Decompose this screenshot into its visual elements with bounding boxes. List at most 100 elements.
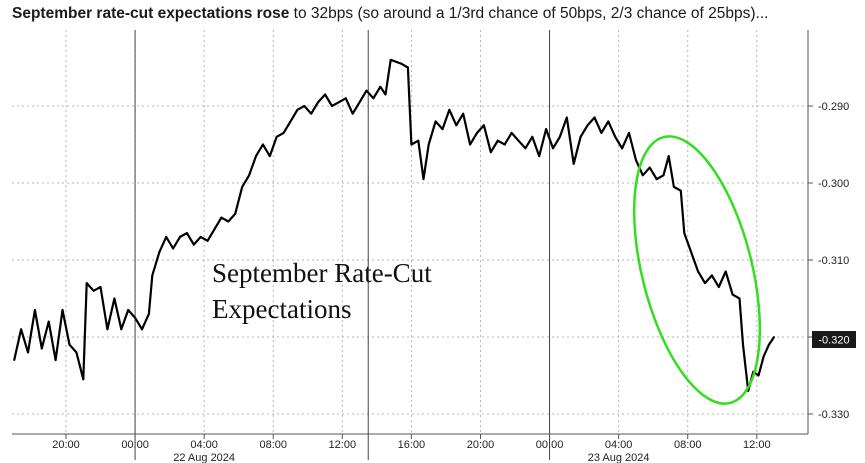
data-point: [648, 166, 651, 169]
data-point: [572, 162, 575, 165]
data-point: [389, 58, 392, 61]
data-point: [579, 135, 582, 138]
data-point: [531, 135, 534, 138]
data-point: [165, 236, 168, 238]
data-point: [641, 174, 644, 177]
data-point: [690, 251, 693, 254]
data-point: [448, 108, 451, 111]
data-point: [496, 139, 499, 142]
data-point: [351, 112, 354, 115]
data-point: [282, 132, 285, 134]
data-point: [34, 309, 36, 311]
x-tick-label: 08:00: [674, 439, 702, 451]
data-point: [738, 297, 741, 300]
headline-bold: September rate-cut expectations rose: [12, 5, 290, 22]
data-point: [151, 274, 154, 277]
day-dividers: [134, 30, 551, 460]
data-point: [372, 97, 375, 100]
data-point: [697, 270, 699, 273]
data-point: [757, 374, 760, 377]
data-point: [600, 132, 603, 134]
y-tick-label: -0.300: [818, 178, 849, 190]
series-line: [13, 58, 776, 392]
x-tick-label: 04:00: [605, 439, 633, 451]
data-point: [704, 282, 706, 284]
x-tick-label: 00:00: [121, 439, 149, 451]
data-point: [289, 120, 292, 123]
data-point: [158, 251, 161, 254]
data-point: [621, 147, 623, 150]
y-tick-label: -0.310: [818, 255, 849, 267]
data-point: [379, 85, 382, 88]
highlight-ellipse: [632, 135, 762, 405]
data-point: [75, 351, 78, 354]
data-point: [331, 105, 333, 107]
data-point: [767, 343, 770, 346]
data-point: [517, 139, 520, 142]
data-point: [54, 359, 57, 361]
data-point: [773, 336, 775, 338]
data-point: [710, 274, 713, 277]
data-point: [662, 174, 665, 177]
date-label: 23 Aug 2024: [588, 452, 650, 463]
data-point: [489, 151, 492, 154]
data-point: [524, 147, 527, 150]
data-point: [635, 159, 637, 161]
data-point: [483, 124, 485, 127]
data-point: [199, 236, 202, 238]
data-point: [268, 155, 271, 157]
data-point: [586, 124, 589, 127]
data-point: [365, 89, 368, 92]
data-point: [192, 243, 195, 246]
data-point: [234, 212, 237, 215]
data-point: [310, 112, 313, 115]
data-point: [324, 93, 326, 96]
data-point: [462, 112, 465, 115]
data-point: [120, 328, 123, 331]
data-point: [82, 378, 85, 381]
x-tick-label: 00:00: [536, 439, 564, 451]
data-point: [141, 328, 143, 331]
data-point: [476, 132, 478, 134]
data-point: [296, 108, 299, 111]
data-point: [503, 143, 506, 146]
y-ticks: -0.290 -0.300 -0.310 -0.330: [808, 101, 849, 421]
x-tick-label: 04:00: [190, 439, 218, 451]
data-point: [185, 232, 188, 234]
data-point: [344, 97, 347, 100]
series-points: [13, 58, 775, 392]
data-point: [241, 185, 244, 188]
data-point: [731, 293, 734, 296]
data-point: [673, 185, 675, 188]
data-point: [68, 343, 71, 346]
last-value-text: -0.320: [818, 335, 849, 347]
date-labels: 22 Aug 2024 23 Aug 2024: [173, 452, 649, 463]
data-point: [545, 128, 548, 131]
data-point: [717, 286, 720, 288]
data-point: [92, 289, 95, 292]
data-point: [593, 116, 596, 119]
data-point: [179, 236, 181, 238]
date-label: 22 Aug 2024: [173, 452, 235, 463]
data-point: [742, 343, 744, 346]
data-point: [40, 347, 43, 350]
data-point: [679, 189, 682, 192]
data-point: [248, 174, 250, 177]
data-point: [441, 128, 444, 131]
data-point: [220, 216, 223, 219]
headline: September rate-cut expectations rose to …: [12, 5, 857, 23]
data-point: [27, 351, 29, 354]
x-tick-label: 20:00: [467, 439, 495, 451]
data-point: [61, 309, 64, 311]
data-point: [762, 355, 765, 358]
data-point: [455, 124, 458, 127]
data-point: [337, 101, 340, 104]
data-point: [227, 220, 230, 223]
data-point: [410, 143, 413, 146]
x-tick-label: 08:00: [259, 439, 287, 451]
y-tick-label: -0.330: [818, 409, 849, 421]
data-point: [422, 178, 425, 181]
data-point: [510, 132, 513, 134]
data-point: [607, 120, 610, 123]
